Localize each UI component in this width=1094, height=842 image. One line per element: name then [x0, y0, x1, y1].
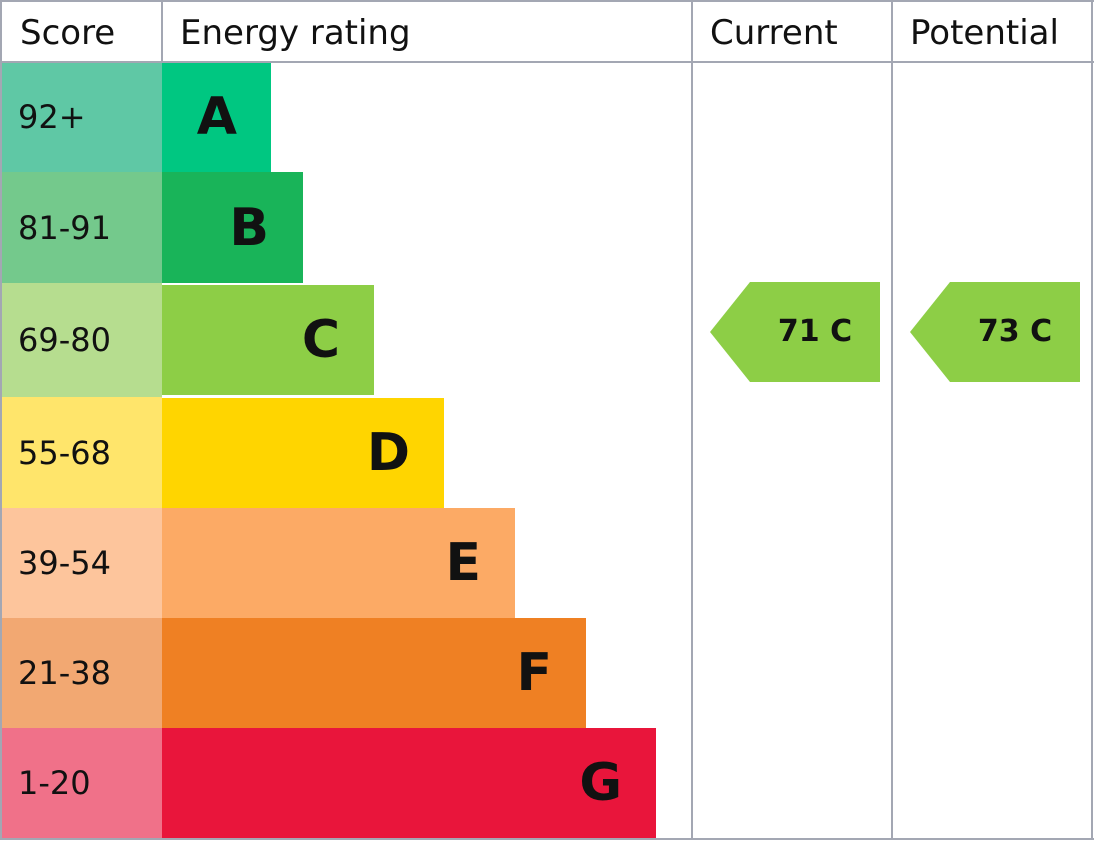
score-band: 69-80: [2, 283, 162, 397]
score-band: 92+: [2, 62, 162, 172]
border: [0, 838, 1094, 840]
arrow-shape: [910, 282, 1080, 382]
header-rating: Energy rating: [180, 13, 411, 53]
header-score: Score: [20, 13, 116, 53]
score-band: 1-20: [2, 728, 162, 838]
border: [161, 0, 163, 62]
current-label: 71 C: [777, 314, 853, 349]
potential-label: 73 C: [977, 314, 1053, 349]
score-band: 39-54: [2, 508, 162, 618]
rating-bar: C: [162, 285, 374, 395]
rating-bar: E: [162, 508, 515, 618]
border: [691, 0, 693, 840]
score-band: 21-38: [2, 618, 162, 728]
border: [0, 0, 1094, 2]
score-band: 55-68: [2, 397, 162, 508]
border: [0, 0, 2, 840]
rating-bar: A: [162, 62, 271, 172]
border: [0, 61, 1094, 63]
rating-bar: D: [162, 398, 444, 508]
potential-arrow: 73 C: [910, 282, 1080, 382]
arrow-shape: [710, 282, 880, 382]
border: [1091, 0, 1093, 840]
header-potential: Potential: [910, 13, 1059, 53]
border: [891, 0, 893, 840]
score-band: 81-91: [2, 172, 162, 283]
rating-bar: G: [162, 728, 656, 838]
header-current: Current: [710, 13, 838, 53]
rating-bar: B: [162, 172, 303, 283]
rating-bar: F: [162, 618, 586, 728]
current-arrow: 71 C: [710, 282, 880, 382]
